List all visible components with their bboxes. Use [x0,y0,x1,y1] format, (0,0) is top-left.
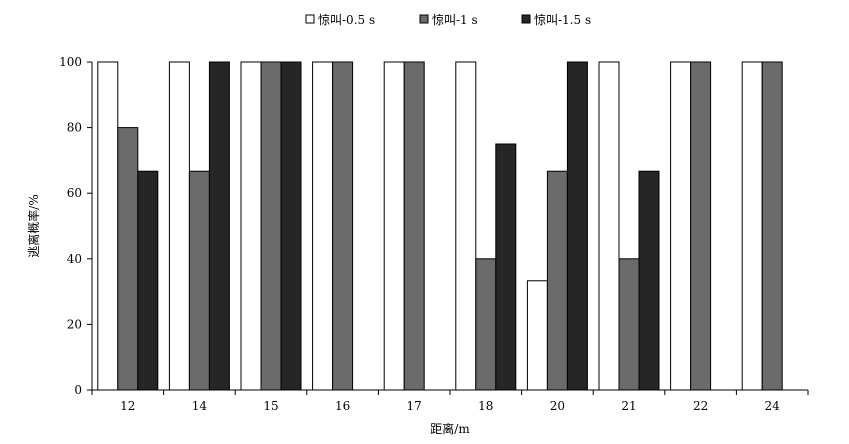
bar [618,258,640,391]
bar [97,61,119,391]
bar [526,280,548,391]
bar [546,170,568,391]
y-tick-label: 0 [74,383,82,397]
y-tick-label: 40 [67,252,82,266]
legend-label: 惊叫-0.5 s [318,12,375,27]
legend-swatch [521,14,531,24]
y-ticks: 0 20 40 60 80 100 [59,55,92,397]
bar [312,61,334,391]
bar [280,61,302,391]
y-axis-title: 逃离概率/% [26,194,41,257]
x-tick-label: 17 [407,399,422,413]
bar [188,170,210,391]
bar [137,170,159,391]
bar [383,61,405,391]
bar [260,61,282,391]
x-tick-label: 24 [765,399,781,413]
bar [475,258,497,391]
bar [168,61,190,391]
legend-label: 惊叫-1 s [432,12,478,27]
x-tick-label: 18 [478,399,493,413]
bars [97,61,783,391]
y-tick-label: 20 [67,317,82,331]
x-axis-title: 距离/m [430,421,470,436]
legend-swatch [419,14,429,24]
bar [761,61,783,391]
x-tick-label: 12 [120,399,135,413]
bar [332,61,354,391]
bar [208,61,230,391]
x-tick-label: 21 [621,399,636,413]
bar [240,61,262,391]
bar [670,61,692,391]
y-tick-label: 100 [59,55,82,69]
legend-swatch [305,14,315,24]
bar [117,127,139,391]
bar [598,61,620,391]
x-tick-label: 20 [550,399,565,413]
bar [566,61,588,391]
y-tick-label: 60 [67,186,82,200]
bar [690,61,712,391]
legend: 惊叫-0.5 s 惊叫-1 s 惊叫-1.5 s [305,12,591,27]
legend-label: 惊叫-1.5 s [534,12,591,27]
bar [638,170,660,391]
bar [741,61,763,391]
x-tick-label: 22 [693,399,708,413]
bar [495,143,517,391]
x-tick-label: 15 [263,399,278,413]
x-tick-label: 16 [335,399,350,413]
y-tick-label: 80 [67,121,82,135]
bar [403,61,425,391]
x-tick-label: 14 [192,399,208,413]
bar [455,61,477,391]
x-ticks: 12 14 15 16 17 18 20 21 22 24 [91,390,809,413]
